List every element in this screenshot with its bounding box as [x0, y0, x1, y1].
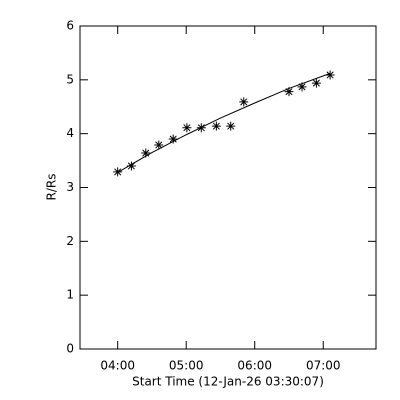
y-tick-label: 0	[66, 342, 74, 356]
x-axis-label: Start Time (12-Jan-26 03:30:07)	[132, 375, 324, 389]
data-point	[226, 121, 236, 131]
data-point	[239, 97, 249, 107]
x-tick-label: 06:00	[237, 359, 272, 373]
y-axis-label: R/Rs	[45, 174, 59, 201]
data-point	[325, 70, 335, 80]
x-tick-label: 07:00	[306, 359, 341, 373]
y-tick-label: 1	[66, 288, 74, 302]
y-tick-label: 2	[66, 234, 74, 248]
plot-frame	[79, 25, 377, 350]
data-point	[154, 140, 164, 150]
data-point	[284, 87, 294, 97]
x-tick-label: 05:00	[169, 359, 204, 373]
data-point	[311, 78, 321, 88]
data-point	[113, 167, 123, 177]
y-tick-label: 6	[66, 19, 74, 33]
y-tick-label: 4	[66, 126, 74, 140]
data-point	[168, 134, 178, 144]
data-point	[126, 161, 136, 171]
data-point	[196, 123, 206, 133]
y-tick-label: 5	[66, 72, 74, 86]
data-point	[211, 121, 221, 131]
y-tick-label: 3	[66, 180, 74, 194]
x-tick-label: 04:00	[100, 359, 135, 373]
data-point	[182, 123, 192, 133]
data-point	[141, 148, 151, 158]
fit-line	[117, 72, 331, 173]
data-point	[297, 82, 307, 92]
